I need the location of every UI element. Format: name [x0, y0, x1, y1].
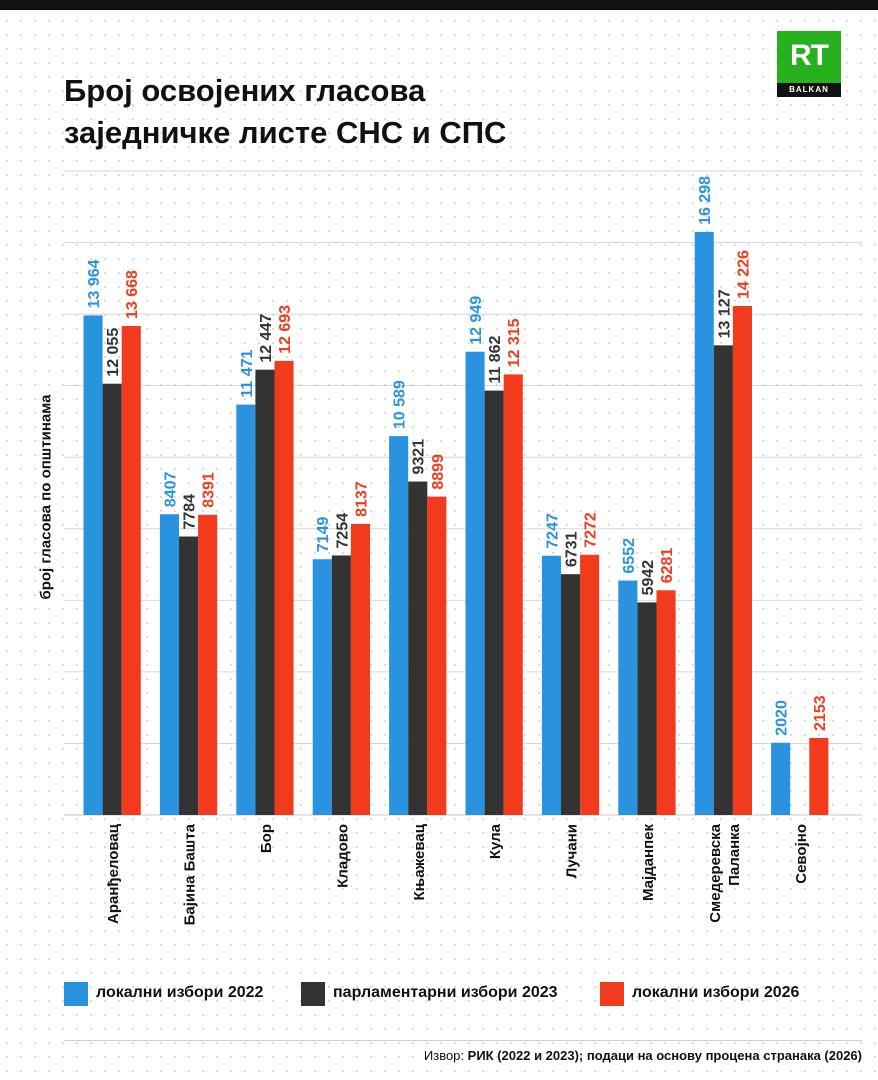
- data-label: 5942: [640, 560, 657, 596]
- bar: [713, 345, 733, 815]
- bar: [580, 554, 600, 815]
- data-label: 12 949: [468, 296, 485, 345]
- bar: [656, 590, 676, 815]
- bar: [503, 374, 523, 815]
- bar: [484, 390, 504, 815]
- bar: [198, 514, 218, 815]
- legend-label-local-2022: локални избори 2022: [96, 984, 264, 1001]
- bar: [179, 536, 199, 815]
- data-label: 13 964: [86, 259, 103, 308]
- data-label: 8899: [430, 454, 447, 490]
- x-tick-label: Паланка: [726, 823, 743, 886]
- legend-swatch-local-2026: [600, 982, 624, 1006]
- x-tick-label: Севојно: [793, 824, 810, 884]
- logo-text: RT: [790, 39, 829, 72]
- data-label: 12 447: [258, 314, 275, 363]
- bar: [809, 737, 829, 815]
- source-divider: [64, 1040, 862, 1041]
- data-label: 13 127: [716, 289, 733, 338]
- data-label: 8137: [353, 481, 370, 517]
- data-label: 8391: [201, 472, 218, 508]
- data-label: 7247: [544, 513, 561, 549]
- bar: [732, 306, 752, 815]
- bar: [408, 481, 428, 815]
- data-label: 7254: [334, 513, 351, 549]
- x-tick-label: Аранђеловац: [105, 823, 122, 924]
- legend-swatch-local-2022: [64, 982, 88, 1006]
- bar: [694, 231, 714, 815]
- bar: [389, 436, 409, 815]
- title-line-1: Број освојених гласова: [64, 73, 426, 108]
- data-label: 6281: [659, 548, 676, 584]
- bar: [159, 514, 179, 815]
- data-label: 7784: [182, 494, 199, 530]
- data-label: 10 589: [392, 380, 409, 429]
- data-label: 6731: [564, 531, 581, 567]
- data-label: 12 055: [105, 328, 122, 377]
- bar: [465, 351, 485, 815]
- legend-label-local-2026: локални избори 2026: [632, 984, 800, 1001]
- source-text: РИК (2022 и 2023); подаци на основу проц…: [467, 1048, 862, 1063]
- x-tick-label: Бор: [258, 824, 275, 853]
- data-label: 16 298: [697, 176, 714, 225]
- bar: [541, 555, 561, 815]
- data-label: 11 471: [239, 349, 256, 397]
- bar: [102, 383, 122, 815]
- x-tick-label: Књажевац: [411, 823, 428, 900]
- rt-balkan-logo: RT BALKAN: [777, 31, 841, 97]
- bar: [561, 574, 581, 815]
- x-tick-label: Кула: [487, 823, 504, 859]
- legend-swatch-parliamentary-2023: [301, 982, 325, 1006]
- x-tick-label: Мајданпек: [640, 824, 657, 902]
- data-label: 11 862: [487, 335, 504, 383]
- data-label: 2020: [774, 700, 791, 736]
- data-label: 12 315: [506, 318, 523, 367]
- bar: [331, 555, 351, 815]
- source-prefix: Извор:: [423, 1048, 465, 1063]
- bar: [427, 496, 447, 815]
- x-tick-label: Бајина Башта: [182, 823, 199, 925]
- data-label: 13 668: [124, 270, 141, 319]
- legend-label-parliamentary-2023: парламентарни избори 2023: [333, 984, 558, 1001]
- bar: [637, 602, 657, 815]
- data-label: 8407: [162, 472, 179, 508]
- data-label: 2153: [812, 695, 829, 731]
- bar: [83, 315, 103, 815]
- source-note: Извор: РИК (2022 и 2023); подаци на осно…: [424, 1048, 862, 1063]
- bar: [236, 404, 256, 815]
- data-label: 6552: [621, 538, 638, 574]
- bar: [350, 523, 370, 815]
- bar: [771, 742, 791, 815]
- data-label: 12 693: [277, 305, 294, 354]
- top-bar: [0, 0, 878, 10]
- x-tick-label: Лучани: [564, 824, 581, 878]
- bar: [255, 369, 275, 815]
- x-tick-label: Кладово: [334, 824, 351, 888]
- chart-title: Број освојених гласова заједничке листе …: [64, 70, 506, 154]
- bar: [618, 580, 638, 815]
- data-label: 7272: [583, 512, 600, 548]
- logo-subtext: BALKAN: [777, 83, 841, 97]
- data-label: 9321: [411, 439, 428, 475]
- bar: [121, 325, 141, 815]
- x-tick-label: Смедеревска: [707, 823, 724, 922]
- title-line-2: заједничке листе СНС и СПС: [64, 115, 507, 150]
- bar: [312, 559, 332, 815]
- bar: [274, 360, 294, 815]
- data-label: 7149: [315, 517, 332, 553]
- data-label: 14 226: [735, 250, 752, 299]
